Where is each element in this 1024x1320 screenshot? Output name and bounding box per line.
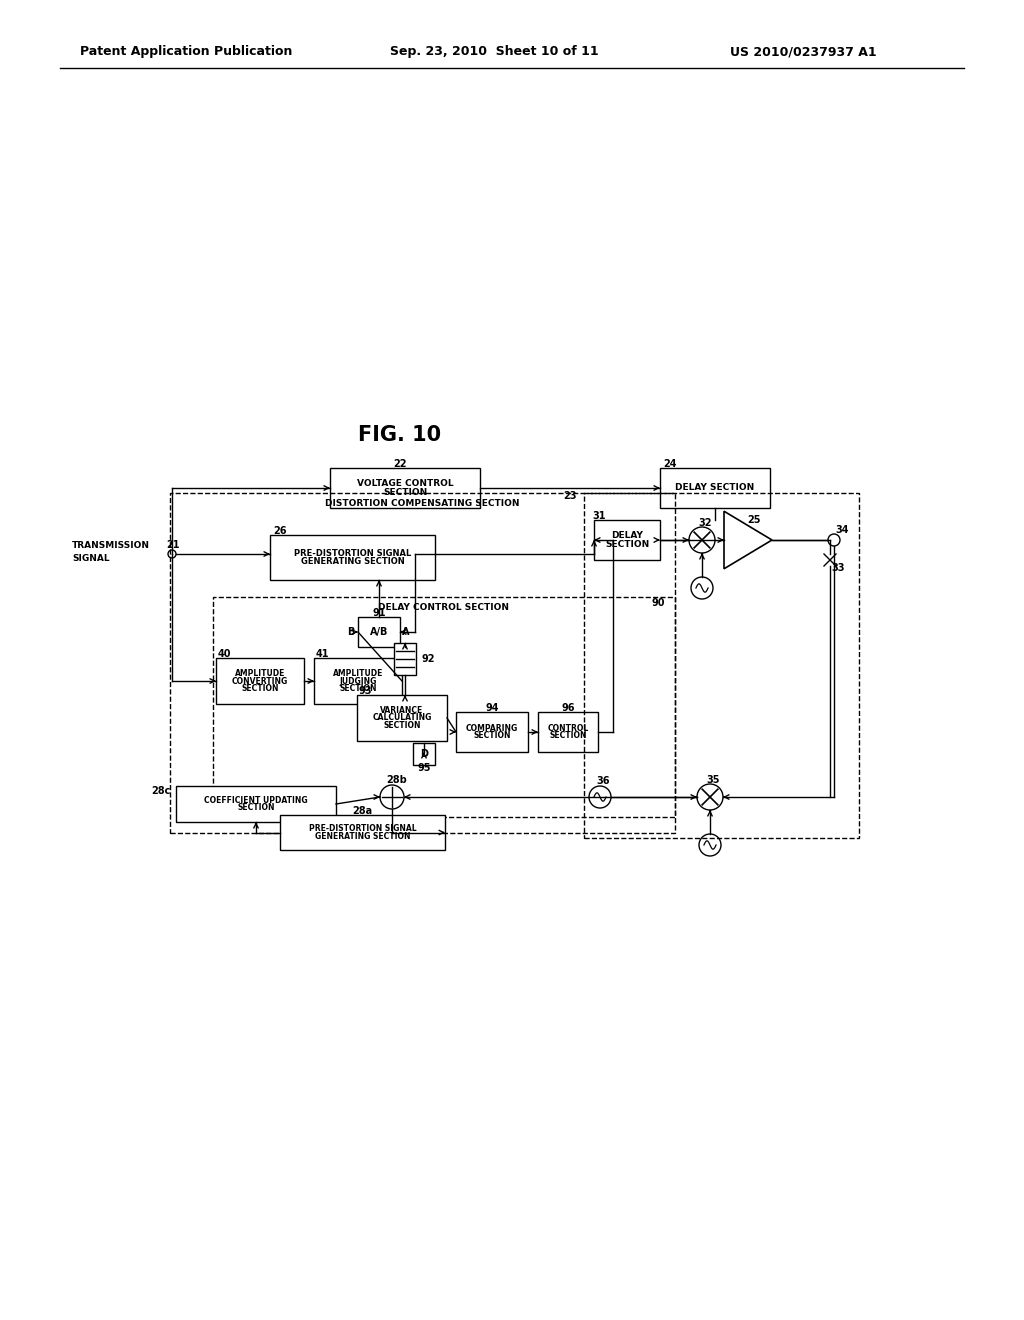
Text: 34: 34 [836,525,849,535]
Text: GENERATING SECTION: GENERATING SECTION [314,832,411,841]
FancyBboxPatch shape [280,814,445,850]
Text: 28c: 28c [152,785,171,796]
Text: SECTION: SECTION [605,540,649,549]
Text: VARIANCE: VARIANCE [380,706,424,715]
Text: 24: 24 [664,459,677,469]
Text: 21: 21 [166,540,180,550]
Text: 94: 94 [485,704,499,713]
Text: DELAY CONTROL SECTION: DELAY CONTROL SECTION [379,603,510,612]
Text: CONVERTING: CONVERTING [231,676,288,685]
FancyBboxPatch shape [394,643,416,675]
Text: 93: 93 [358,686,372,696]
Text: 33: 33 [831,564,845,573]
Text: 36: 36 [596,776,609,785]
Text: 28a: 28a [352,807,373,816]
Text: 41: 41 [315,649,329,659]
Text: Sep. 23, 2010  Sheet 10 of 11: Sep. 23, 2010 Sheet 10 of 11 [390,45,599,58]
FancyBboxPatch shape [594,520,660,560]
FancyBboxPatch shape [314,657,402,704]
FancyBboxPatch shape [456,711,528,752]
Text: B: B [347,627,355,638]
Text: CONTROL: CONTROL [548,723,589,733]
FancyBboxPatch shape [357,696,447,741]
Text: 92: 92 [421,653,434,664]
Text: SECTION: SECTION [473,731,511,741]
Text: 35: 35 [707,775,720,785]
FancyBboxPatch shape [270,535,435,579]
Text: A/B: A/B [370,627,388,638]
Text: SIGNAL: SIGNAL [72,554,110,564]
Text: 25: 25 [748,515,761,525]
Text: 28b: 28b [387,775,408,785]
FancyBboxPatch shape [330,469,480,508]
Text: US 2010/0237937 A1: US 2010/0237937 A1 [730,45,877,58]
Text: JUDGING: JUDGING [339,676,377,685]
Text: SECTION: SECTION [549,731,587,741]
FancyBboxPatch shape [216,657,304,704]
Text: A: A [402,627,410,638]
Text: D: D [420,748,428,759]
Text: 96: 96 [561,704,574,713]
FancyBboxPatch shape [358,616,400,647]
Text: 23: 23 [563,491,577,502]
Text: DELAY: DELAY [611,531,643,540]
Text: SECTION: SECTION [238,804,274,812]
Text: CALCULATING: CALCULATING [373,714,432,722]
Text: SECTION: SECTION [383,721,421,730]
Text: SECTION: SECTION [339,684,377,693]
Text: PRE-DISTORTION SIGNAL: PRE-DISTORTION SIGNAL [308,824,417,833]
Text: AMPLITUDE: AMPLITUDE [234,669,286,677]
Text: AMPLITUDE: AMPLITUDE [333,669,383,677]
Text: 32: 32 [698,517,712,528]
FancyBboxPatch shape [413,743,435,766]
FancyBboxPatch shape [538,711,598,752]
Text: Patent Application Publication: Patent Application Publication [80,45,293,58]
FancyBboxPatch shape [660,469,770,508]
Text: TRANSMISSION: TRANSMISSION [72,541,150,550]
Text: DISTORTION COMPENSATING SECTION: DISTORTION COMPENSATING SECTION [326,499,520,508]
Text: SECTION: SECTION [242,684,279,693]
Text: COMPARING: COMPARING [466,723,518,733]
Text: 40: 40 [217,649,230,659]
Text: SECTION: SECTION [383,488,427,498]
Text: 91: 91 [373,609,386,618]
Text: 26: 26 [273,525,287,536]
Text: COEFFICIENT UPDATING: COEFFICIENT UPDATING [204,796,308,805]
Text: GENERATING SECTION: GENERATING SECTION [301,557,404,566]
Text: DELAY SECTION: DELAY SECTION [676,483,755,492]
Text: VOLTAGE CONTROL: VOLTAGE CONTROL [356,479,454,488]
Text: 22: 22 [393,459,407,469]
Text: PRE-DISTORTION SIGNAL: PRE-DISTORTION SIGNAL [294,549,411,558]
Text: 31: 31 [592,511,606,521]
Text: FIG. 10: FIG. 10 [358,425,441,445]
Text: 95: 95 [417,763,431,774]
Text: 90: 90 [651,598,665,609]
FancyBboxPatch shape [176,785,336,822]
